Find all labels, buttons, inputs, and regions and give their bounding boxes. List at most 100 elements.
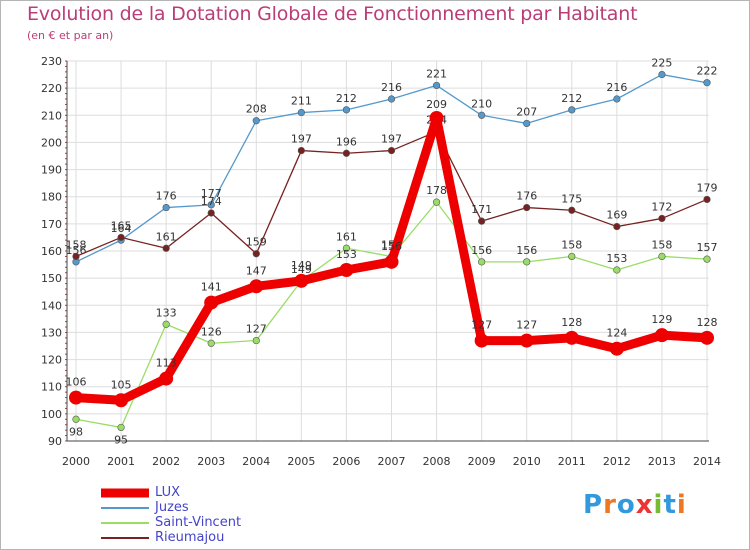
data-label-rieumajou: 196 <box>336 135 357 148</box>
data-point-lux <box>294 273 309 288</box>
data-point-juzes <box>523 119 531 128</box>
data-point-saint-vincent <box>207 339 215 347</box>
data-label-rieumajou: 175 <box>561 192 582 205</box>
y-tick-label: 110 <box>41 381 62 394</box>
data-label-juzes: 216 <box>381 81 402 94</box>
x-tick-label: 2001 <box>107 455 135 468</box>
legend-label-rieumajou: Rieumajou <box>155 530 225 545</box>
data-point-lux <box>429 111 444 125</box>
x-tick-label: 2000 <box>62 455 90 468</box>
data-label-rieumajou: 171 <box>471 203 492 216</box>
data-point-rieumajou <box>297 146 305 155</box>
data-point-lux <box>204 295 219 310</box>
data-label-lux: 127 <box>516 319 537 332</box>
data-label-rieumajou: 197 <box>381 133 402 146</box>
data-label-saint-vincent: 98 <box>69 425 83 438</box>
data-point-rieumajou <box>613 222 621 231</box>
y-tick-label: 230 <box>41 55 62 68</box>
legend-swatch-rieumajou <box>101 536 149 539</box>
data-label-saint-vincent: 133 <box>156 306 177 319</box>
data-label-lux: 153 <box>336 248 357 261</box>
data-label-saint-vincent: 156 <box>471 244 492 257</box>
data-point-saint-vincent <box>478 258 486 266</box>
data-label-juzes: 216 <box>606 81 627 94</box>
data-point-juzes <box>613 95 621 103</box>
data-label-saint-vincent: 156 <box>516 244 537 257</box>
y-tick-label: 130 <box>41 326 62 339</box>
data-label-lux: 124 <box>606 327 627 340</box>
x-tick-label: 2005 <box>287 455 315 468</box>
y-tick-label: 150 <box>41 272 62 285</box>
data-point-lux <box>249 279 264 294</box>
y-tick-label: 220 <box>41 82 62 95</box>
data-point-saint-vincent <box>703 255 711 263</box>
data-point-lux <box>654 328 669 343</box>
data-point-lux <box>474 333 489 348</box>
data-label-lux: 128 <box>561 316 582 329</box>
data-label-lux: 127 <box>471 319 492 332</box>
x-tick-label: 2006 <box>332 455 360 468</box>
data-point-rieumajou <box>568 206 576 214</box>
data-point-saint-vincent <box>568 252 576 261</box>
data-point-juzes <box>432 81 441 90</box>
data-label-rieumajou: 179 <box>697 181 718 194</box>
x-tick-label: 2011 <box>558 455 586 468</box>
line-chart: 90 100 110 120 130 140 150 160 170 180 190 200 210 22… <box>41 55 721 468</box>
data-label-rieumajou: 161 <box>156 230 177 243</box>
data-label-lux: 149 <box>291 259 312 272</box>
data-label-saint-vincent: 153 <box>606 252 627 265</box>
x-tick-label: 2007 <box>378 455 406 468</box>
data-label-saint-vincent: 158 <box>561 238 582 251</box>
data-point-saint-vincent <box>613 266 621 274</box>
legend-swatch-saint-vincent <box>101 521 149 524</box>
data-point-rieumajou <box>117 233 125 242</box>
data-label-lux: 156 <box>381 240 402 253</box>
data-label-lux: 147 <box>246 264 267 277</box>
data-label-saint-vincent: 149 <box>291 263 312 276</box>
data-label-juzes: 164 <box>111 222 132 235</box>
legend-label-saint-vincent: Saint-Vincent <box>155 515 242 530</box>
data-point-lux <box>700 330 714 345</box>
x-tick-label: 2013 <box>648 455 676 468</box>
y-tick-label: 120 <box>41 354 62 367</box>
data-point-rieumajou <box>252 250 260 258</box>
data-label-lux: 141 <box>201 281 222 294</box>
data-label-lux: 209 <box>426 98 447 111</box>
logo-letter: i <box>676 490 687 520</box>
data-point-rieumajou <box>478 217 486 225</box>
y-tick-label: 140 <box>41 299 62 312</box>
x-tick-label: 2010 <box>513 455 541 468</box>
data-point-juzes <box>297 108 305 117</box>
data-label-juzes: 212 <box>561 92 582 105</box>
data-label-juzes: 208 <box>246 103 267 116</box>
logo-letter: P <box>583 490 604 520</box>
x-tick-label: 2012 <box>603 455 631 468</box>
data-point-saint-vincent <box>432 198 441 206</box>
data-label-rieumajou: 169 <box>606 209 627 222</box>
data-label-juzes: 177 <box>201 187 222 200</box>
x-tick-label: 2009 <box>468 455 496 468</box>
data-point-lux <box>339 263 354 277</box>
data-label-lux: 129 <box>651 313 672 326</box>
data-point-juzes <box>252 117 260 125</box>
data-label-lux: 128 <box>697 316 718 329</box>
data-label-juzes: 212 <box>336 92 357 105</box>
data-point-lux <box>609 341 624 356</box>
data-point-juzes <box>568 106 576 114</box>
data-point-juzes <box>207 201 215 209</box>
logo-letter: o <box>616 490 636 520</box>
data-point-rieumajou <box>387 146 396 155</box>
data-point-rieumajou <box>658 214 666 223</box>
data-point-juzes <box>703 79 711 87</box>
data-point-lux <box>159 371 174 386</box>
data-label-saint-vincent: 161 <box>336 230 357 243</box>
data-label-saint-vincent: 157 <box>697 241 718 254</box>
legend-label-lux: LUX <box>155 485 181 500</box>
data-point-lux <box>69 390 83 405</box>
x-tick-label: 2008 <box>423 455 451 468</box>
data-point-saint-vincent <box>162 320 170 328</box>
data-label-saint-vincent: 178 <box>426 184 447 197</box>
data-label-rieumajou: 159 <box>246 236 267 249</box>
legend-swatch-lux <box>101 488 149 497</box>
